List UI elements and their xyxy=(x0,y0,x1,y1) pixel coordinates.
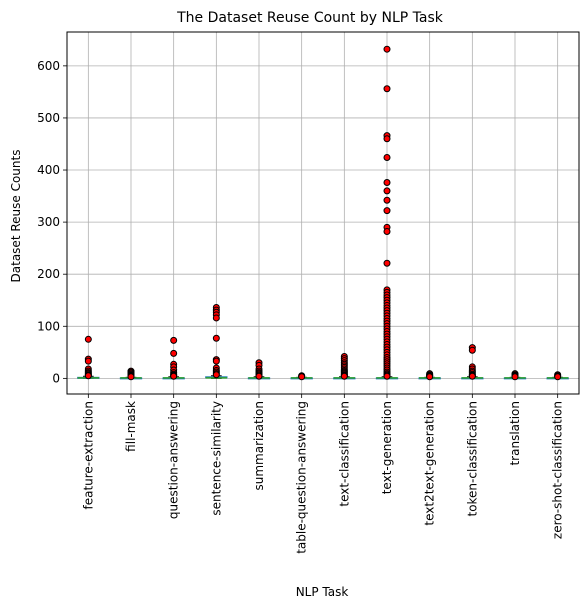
outlier-point xyxy=(468,346,476,354)
outlier-point xyxy=(468,372,476,380)
x-tick-label: zero-shot-classification xyxy=(551,401,565,539)
x-tick-label: feature-extraction xyxy=(81,401,95,510)
outlier-point xyxy=(170,349,178,357)
box-table-question-answering xyxy=(290,372,313,381)
y-tick-label: 500 xyxy=(37,111,60,125)
x-axis: feature-extraction fill-mask question-answ… xyxy=(81,394,565,554)
outlier-point xyxy=(170,336,178,344)
x-tick-label: question-answering xyxy=(167,401,181,519)
outlier-point xyxy=(383,179,391,187)
box-text2text-generation xyxy=(418,370,441,381)
outlier-point xyxy=(212,357,220,365)
x-tick-label: text-classification xyxy=(337,401,351,507)
box-feature-extraction xyxy=(77,335,100,380)
outlier-point xyxy=(212,314,220,322)
x-tick-label: table-question-answering xyxy=(295,401,309,554)
outlier-point xyxy=(212,334,220,342)
outlier-point xyxy=(84,357,92,365)
y-tick-label: 100 xyxy=(37,319,60,333)
outlier-point xyxy=(170,372,178,380)
box-question-answering xyxy=(162,336,185,380)
x-tick-label: text2text-generation xyxy=(423,401,437,526)
outlier-point xyxy=(383,135,391,143)
outlier-point xyxy=(383,154,391,162)
chart-title: The Dataset Reuse Count by NLP Task xyxy=(176,10,444,26)
box-fill-mask xyxy=(119,367,143,381)
box-summarization xyxy=(247,359,271,380)
outlier-point xyxy=(383,187,391,195)
outlier-point xyxy=(383,45,391,53)
outlier-point xyxy=(127,373,135,381)
box-text-classification xyxy=(333,352,356,380)
x-tick-label: summarization xyxy=(252,401,266,491)
outlier-point xyxy=(383,85,391,93)
outlier-point xyxy=(84,335,92,343)
x-tick-label: token-classification xyxy=(465,401,479,517)
y-axis-label: Dataset Reuse Counts xyxy=(9,150,23,283)
outlier-point xyxy=(383,196,391,204)
x-axis-label: NLP Task xyxy=(296,585,349,599)
plot-frame xyxy=(66,31,580,395)
y-tick-label: 300 xyxy=(37,215,60,229)
x-tick-label: fill-mask xyxy=(124,401,138,452)
outlier-point xyxy=(298,373,306,381)
outlier-point xyxy=(255,372,263,380)
box-zero-shot-classification xyxy=(546,371,569,381)
outlier-point xyxy=(554,373,562,381)
outlier-point xyxy=(84,372,92,380)
box-translation xyxy=(503,370,527,381)
outlier-point xyxy=(426,373,434,381)
y-axis: 0 100 200 300 400 500 600 xyxy=(37,59,67,385)
box-sentence-similarity xyxy=(205,304,228,379)
outlier-point xyxy=(383,259,391,267)
outlier-point xyxy=(511,373,519,381)
box-series xyxy=(77,45,569,381)
y-tick-label: 400 xyxy=(37,163,60,177)
outlier-point xyxy=(383,207,391,215)
x-tick-label: text-generation xyxy=(380,401,394,494)
y-tick-label: 200 xyxy=(37,267,60,281)
y-tick-label: 0 xyxy=(52,371,60,385)
y-tick-label: 600 xyxy=(37,59,60,73)
x-tick-label: sentence-similarity xyxy=(209,401,223,516)
outlier-point xyxy=(340,372,348,380)
box-text-generation xyxy=(375,45,399,380)
outlier-point xyxy=(212,371,220,379)
outlier-point xyxy=(383,227,391,235)
outlier-point xyxy=(383,372,391,380)
box-token-classification xyxy=(461,344,484,380)
x-tick-label: translation xyxy=(508,401,522,466)
